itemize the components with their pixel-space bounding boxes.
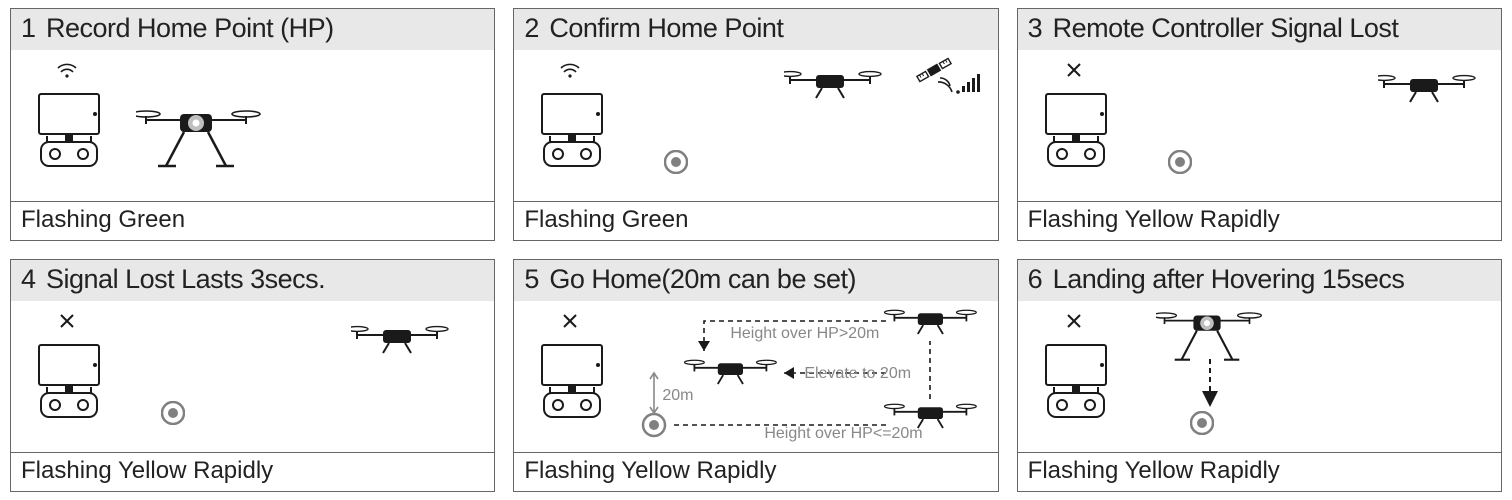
panel-5-title: Go Home(20m can be set) — [549, 264, 856, 294]
panel-2-title: Confirm Home Point — [549, 13, 783, 43]
panel-1: 1 Record Home Point (HP) Flashing Green — [10, 8, 495, 241]
panel-2-header: 2 Confirm Home Point — [514, 9, 997, 50]
x-icon — [562, 313, 578, 329]
controller-icon — [536, 80, 610, 170]
panel-3-number: 3 — [1028, 13, 1046, 44]
controller-icon — [536, 331, 610, 421]
panel-1-title: Record Home Point (HP) — [46, 13, 334, 43]
panel-1-number: 1 — [21, 13, 39, 44]
homepoint-icon — [664, 150, 688, 174]
panel-4: 4 Signal Lost Lasts 3secs. Flashing Yell… — [10, 259, 495, 492]
panel-2: 2 Confirm Home Point Flashing Green — [513, 8, 998, 241]
panel-5-footer: Flashing Yellow Rapidly — [514, 452, 997, 491]
elevate-label: Elevate to 20m — [804, 365, 911, 383]
panel-6: 6 Landing after Hovering 15secs Flashing… — [1017, 259, 1502, 492]
satellite-icon — [914, 52, 986, 96]
descent-arrow-icon — [1200, 359, 1220, 415]
drone-ground-icon — [136, 104, 266, 174]
wifi-icon — [57, 60, 77, 78]
panel-6-body — [1018, 301, 1501, 452]
panel-4-body — [11, 301, 494, 452]
panel-3-header: 3 Remote Controller Signal Lost — [1018, 9, 1501, 50]
drone-flying-icon — [784, 68, 884, 102]
panel-2-number: 2 — [524, 13, 542, 44]
panel-2-body — [514, 50, 997, 201]
drone-flying-icon — [351, 323, 451, 357]
controller-icon — [33, 331, 107, 421]
homepoint-icon — [161, 401, 185, 425]
panel-4-header: 4 Signal Lost Lasts 3secs. — [11, 260, 494, 301]
x-icon — [1066, 62, 1082, 78]
homepoint-icon — [1168, 150, 1192, 174]
x-icon — [59, 313, 75, 329]
drone-flying-icon — [1378, 72, 1478, 106]
path-low-label: Height over HP<=20m — [764, 425, 922, 443]
panel-3-body — [1018, 50, 1501, 201]
panel-5: 5 Go Home(20m can be set) — [513, 259, 998, 492]
panel-1-header: 1 Record Home Point (HP) — [11, 9, 494, 50]
panel-3-footer: Flashing Yellow Rapidly — [1018, 201, 1501, 240]
panel-1-footer: Flashing Green — [11, 201, 494, 240]
drone-landing-icon — [1156, 307, 1276, 365]
panel-1-body — [11, 50, 494, 201]
panel-4-footer: Flashing Yellow Rapidly — [11, 452, 494, 491]
controller-icon — [1040, 331, 1114, 421]
height-label: 20m — [662, 387, 693, 405]
diagram-grid: 1 Record Home Point (HP) Flashing Green … — [10, 8, 1502, 492]
homepoint-icon — [1190, 411, 1214, 435]
panel-5-body: 20m Height over HP>20m Elevate to 20m He… — [514, 301, 997, 452]
panel-3: 3 Remote Controller Signal Lost Flashing… — [1017, 8, 1502, 241]
panel-5-header: 5 Go Home(20m can be set) — [514, 260, 997, 301]
controller-icon — [33, 80, 107, 170]
wifi-icon — [560, 60, 580, 78]
panel-6-header: 6 Landing after Hovering 15secs — [1018, 260, 1501, 301]
panel-6-number: 6 — [1028, 264, 1046, 295]
panel-3-title: Remote Controller Signal Lost — [1053, 13, 1399, 43]
panel-6-title: Landing after Hovering 15secs — [1053, 264, 1405, 294]
panel-4-number: 4 — [21, 264, 39, 295]
panel-2-footer: Flashing Green — [514, 201, 997, 240]
panel-5-number: 5 — [524, 264, 542, 295]
panel-4-title: Signal Lost Lasts 3secs. — [46, 264, 325, 294]
path-high-label: Height over HP>20m — [730, 325, 879, 343]
controller-icon — [1040, 80, 1114, 170]
panel-6-footer: Flashing Yellow Rapidly — [1018, 452, 1501, 491]
x-icon — [1066, 313, 1082, 329]
